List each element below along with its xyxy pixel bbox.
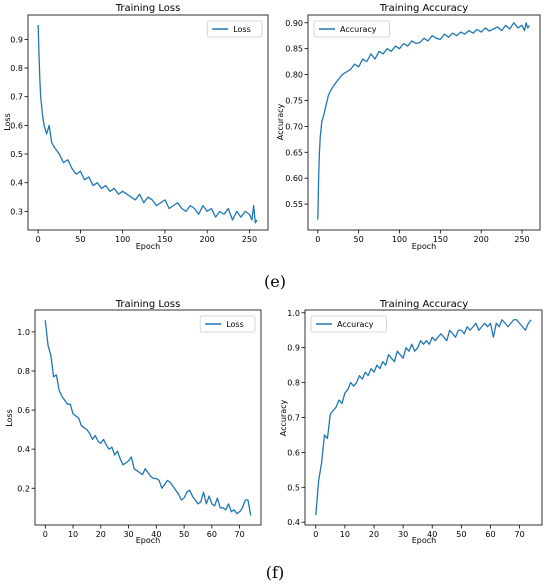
y-axis-label: Accuracy (276, 103, 285, 140)
legend-box (313, 20, 390, 38)
y-tick-label: 0.3 (10, 207, 23, 216)
y-tick-label: 0.4 (287, 518, 300, 527)
x-tick-label: 20 (96, 530, 106, 539)
y-tick-label: 0.70 (285, 122, 303, 131)
x-tick-label: 0 (315, 235, 320, 244)
series-line-loss (44, 320, 252, 516)
y-tick-label: 0.2 (17, 484, 30, 493)
legend-label: Loss (233, 25, 251, 34)
chart-title: Training Loss (115, 3, 181, 14)
y-tick-label: 0.7 (287, 414, 300, 423)
x-tick-label: 50 (456, 530, 466, 539)
legend-box (310, 315, 387, 333)
x-axis-label: Epoch (412, 242, 437, 251)
y-tick-label: 0.8 (287, 379, 300, 388)
x-tick-label: 100 (392, 235, 407, 244)
x-tick-label: 10 (68, 530, 78, 539)
x-tick-label: 250 (514, 235, 529, 244)
x-axis-label: Epoch (412, 536, 437, 545)
y-tick-label: 0.5 (10, 150, 23, 159)
y-tick-label: 0.5 (287, 483, 300, 492)
plot-frame (34, 309, 262, 526)
x-tick-label: 150 (433, 235, 448, 244)
y-tick-label: 0.6 (17, 406, 30, 415)
y-tick-label: 1.0 (17, 328, 30, 337)
x-axis-label: Epoch (136, 536, 161, 545)
caption-f: (f) (266, 563, 284, 582)
x-tick-label: 150 (157, 235, 172, 244)
y-tick-label: 0.6 (10, 121, 23, 130)
caption-e: (e) (264, 272, 286, 291)
x-tick-label: 200 (200, 235, 215, 244)
series-line-accuracy (315, 319, 532, 516)
x-tick-label: 70 (514, 530, 524, 539)
y-tick-label: 0.8 (10, 64, 23, 73)
x-tick-label: 0 (43, 530, 48, 539)
legend-label: Accuracy (340, 25, 377, 34)
legend-box (199, 315, 256, 333)
x-tick-label: 50 (75, 235, 85, 244)
y-tick-label: 0.4 (10, 179, 23, 188)
y-tick-label: 0.4 (17, 445, 30, 454)
plot-frame (304, 309, 543, 526)
panel-e-accuracy: Training Accuracy Epoch Accuracy 0 50 100 1… (276, 3, 541, 251)
x-tick-label: 10 (340, 530, 350, 539)
chart-title: Training Accuracy (379, 3, 468, 14)
x-tick-label: 40 (427, 530, 437, 539)
y-tick-label: 0.9 (10, 35, 23, 44)
y-axis-label: Accuracy (279, 399, 288, 436)
panel-f-accuracy: Training Accuracy Epoch Accuracy 0 10 20 30… (279, 299, 543, 545)
x-tick-label: 0 (313, 530, 318, 539)
y-tick-label: 0.9 (287, 344, 300, 353)
panel-f-loss: Training Loss Epoch Loss 0 10 20 30 40 50 60 70… (5, 299, 262, 545)
y-tick-label: 0.6 (287, 448, 300, 457)
x-tick-label: 50 (354, 235, 364, 244)
x-tick-label: 60 (485, 530, 495, 539)
x-tick-label: 60 (207, 530, 217, 539)
x-tick-label: 50 (179, 530, 189, 539)
x-tick-label: 30 (398, 530, 408, 539)
y-tick-label: 0.90 (285, 19, 303, 28)
chart-title: Training Loss (115, 299, 181, 310)
y-tick-label: 0.60 (285, 174, 303, 183)
y-axis-label: Loss (5, 409, 14, 427)
y-tick-label: 0.8 (17, 367, 30, 376)
x-tick-label: 0 (36, 235, 41, 244)
x-tick-label: 200 (474, 235, 489, 244)
y-tick-label: 0.85 (285, 45, 303, 54)
x-tick-label: 30 (123, 530, 133, 539)
y-tick-label: 1.0 (287, 309, 300, 318)
y-tick-label: 0.80 (285, 71, 303, 80)
legend-label: Accuracy (337, 320, 374, 329)
legend-label: Loss (226, 320, 244, 329)
x-tick-label: 20 (369, 530, 379, 539)
chart-title: Training Accuracy (379, 299, 468, 310)
x-tick-label: 70 (235, 530, 245, 539)
plot-frame (27, 14, 269, 231)
y-tick-label: 0.55 (285, 200, 303, 209)
x-axis-label: Epoch (136, 242, 161, 251)
x-tick-label: 40 (151, 530, 161, 539)
series-line-accuracy (317, 22, 530, 220)
y-tick-label: 0.75 (285, 96, 303, 105)
panel-e-loss: Training Loss Epoch Loss 0 50 100 150 200 250… (3, 3, 269, 251)
series-line-loss (37, 25, 258, 224)
y-axis-label: Loss (3, 113, 12, 131)
y-tick-label: 0.65 (285, 148, 303, 157)
y-tick-label: 0.7 (10, 93, 23, 102)
x-tick-label: 250 (242, 235, 257, 244)
x-tick-label: 100 (115, 235, 130, 244)
plot-frame (307, 14, 541, 231)
legend-box (206, 20, 263, 38)
